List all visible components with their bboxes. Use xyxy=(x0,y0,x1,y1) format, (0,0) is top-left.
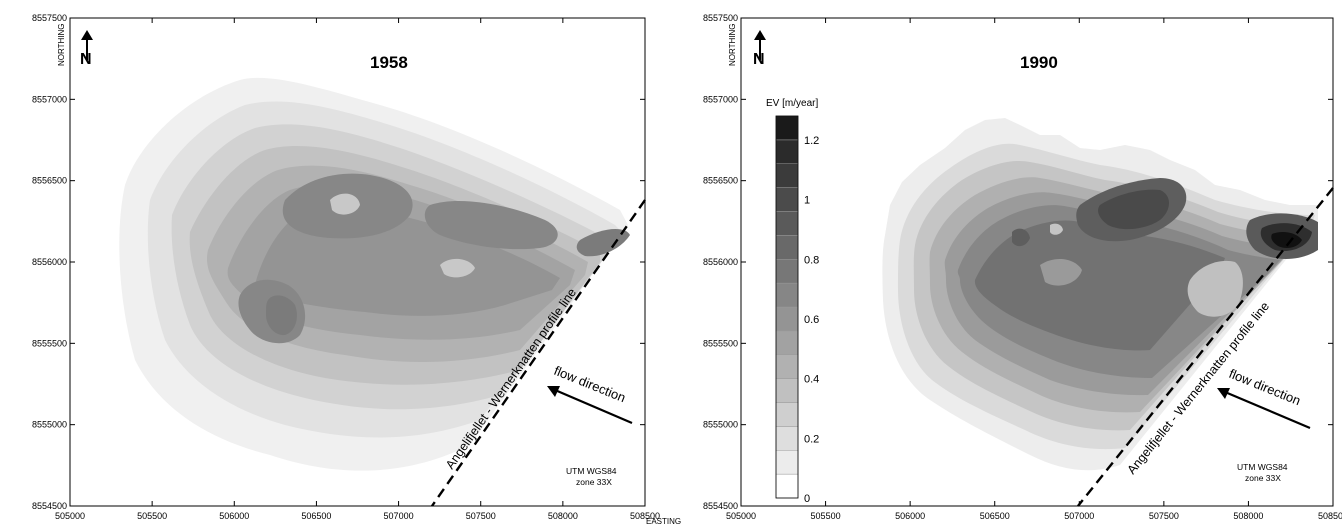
legend-swatch xyxy=(775,163,799,188)
legend-tick-label: 1 xyxy=(804,195,810,207)
x-tick-label: 507500 xyxy=(1149,511,1179,521)
y-tick-label: 8554500 xyxy=(32,501,67,511)
y-axis-1990: 8557500 8557000 8556500 8556000 8555500 85550… xyxy=(703,13,1333,511)
x-tick-label: 508500 xyxy=(630,511,660,521)
contour-band xyxy=(1050,223,1063,235)
x-tick-label: 505500 xyxy=(137,511,167,521)
y-tick-label: 8555000 xyxy=(32,420,67,430)
velocity-contours-1958 xyxy=(119,77,630,471)
north-arrow-icon: N xyxy=(80,30,93,68)
flow-arrow xyxy=(554,388,633,425)
contour-band xyxy=(1271,232,1302,248)
y-axis-1958: 8557500 8557000 8556500 8556000 8555500 85550… xyxy=(32,13,645,511)
x-tick-label: 505000 xyxy=(55,511,85,521)
y-tick-label: 8555000 xyxy=(703,420,738,430)
y-tick-label: 8556000 xyxy=(32,257,67,267)
x-axis-1958: 505000 505500 506000 506500 507000 507500 5080… xyxy=(55,18,660,521)
legend-swatch xyxy=(775,306,799,332)
crs-label-line2: zone 33X xyxy=(576,477,612,487)
y-tick-label: 8557500 xyxy=(703,13,738,23)
svg-text:N: N xyxy=(753,51,765,68)
x-tick-label: 507000 xyxy=(384,511,414,521)
x-tick-label: 508000 xyxy=(548,511,578,521)
northing-label: NORTHING xyxy=(728,23,737,66)
contour-band xyxy=(974,220,1225,351)
legend-swatch xyxy=(775,378,799,403)
legend-tick-label: 0.8 xyxy=(804,254,819,266)
easting-label: EASTING xyxy=(646,517,681,526)
contour-band xyxy=(1040,258,1082,286)
velocity-contours-1990 xyxy=(882,118,1318,471)
contour-band xyxy=(576,228,630,257)
legend-tick-label: 0 xyxy=(804,493,810,505)
y-tick-label: 8556000 xyxy=(703,257,738,267)
y-tick-label: 8555500 xyxy=(32,338,67,348)
legend-swatch xyxy=(775,211,799,236)
legend-swatch xyxy=(775,473,799,499)
contour-band xyxy=(266,295,297,336)
map-1990: 8557500 8557000 8556500 8556000 8555500 85550… xyxy=(703,13,1342,521)
y-tick-label: 8556500 xyxy=(32,176,67,186)
legend-title: EV [m/year] xyxy=(766,98,818,109)
north-arrow-icon: N xyxy=(753,30,766,68)
contour-band xyxy=(1012,228,1030,247)
northing-label: NORTHING xyxy=(57,23,66,66)
legend-swatch xyxy=(775,354,799,379)
legend-swatch xyxy=(775,235,799,260)
svg-text:N: N xyxy=(80,51,92,68)
contour-band xyxy=(1098,189,1169,230)
contour-band xyxy=(424,200,558,250)
color-legend: EV [m/year] 0 0.2 0.4 0.6 0.8 1 1.2 xyxy=(766,98,819,505)
flow-direction-label: flow direction xyxy=(552,363,628,405)
crs-label-line2: zone 33X xyxy=(1245,473,1281,483)
y-tick-label: 8555500 xyxy=(703,338,738,348)
x-tick-label: 508000 xyxy=(1233,511,1263,521)
contour-band xyxy=(440,258,475,278)
contour-band xyxy=(1187,260,1243,317)
x-tick-label: 507000 xyxy=(1064,511,1094,521)
map-1958: 8557500 8557000 8556500 8556000 8555500 85550… xyxy=(32,13,660,521)
legend-swatch xyxy=(775,450,799,475)
y-tick-label: 8557500 xyxy=(32,13,67,23)
crs-label-line1: UTM WGS84 xyxy=(566,466,617,476)
legend-tick-label: 1.2 xyxy=(804,135,819,147)
x-axis-1990: 505000 505500 506000 506500 507000 507500 5080… xyxy=(726,18,1342,521)
flow-arrow-head-icon xyxy=(547,386,560,397)
x-tick-label: 506000 xyxy=(219,511,249,521)
x-tick-label: 507500 xyxy=(466,511,496,521)
x-tick-label: 506000 xyxy=(895,511,925,521)
flow-direction-label: flow direction xyxy=(1227,366,1303,408)
legend-swatch xyxy=(775,402,799,427)
y-tick-label: 8554500 xyxy=(703,501,738,511)
x-tick-label: 506500 xyxy=(301,511,331,521)
x-tick-label: 508500 xyxy=(1318,511,1342,521)
profile-line xyxy=(431,199,646,507)
legend-swatch xyxy=(775,187,799,212)
x-tick-label: 506500 xyxy=(980,511,1010,521)
legend-tick-label: 0.2 xyxy=(804,433,819,445)
crs-label-line1: UTM WGS84 xyxy=(1237,462,1288,472)
contour-band xyxy=(330,193,360,215)
legend-swatch xyxy=(775,115,799,141)
map-year-title: 1990 xyxy=(1020,53,1058,72)
profile-line xyxy=(1077,187,1334,507)
flow-arrow xyxy=(1224,390,1311,430)
legend-swatch xyxy=(775,259,799,284)
legend-swatch xyxy=(775,282,799,308)
legend-swatch xyxy=(775,330,799,355)
legend-swatch xyxy=(775,139,799,164)
x-tick-label: 505500 xyxy=(811,511,841,521)
x-tick-label: 505000 xyxy=(726,511,756,521)
legend-swatch xyxy=(775,426,799,451)
y-tick-label: 8556500 xyxy=(703,176,738,186)
legend-tick-label: 0.4 xyxy=(804,374,819,386)
legend-frame xyxy=(775,115,799,499)
y-tick-label: 8557000 xyxy=(32,94,67,104)
map-year-title: 1958 xyxy=(370,53,408,72)
flow-arrow-head-icon xyxy=(1217,388,1230,399)
y-tick-label: 8557000 xyxy=(703,94,738,104)
legend-tick-label: 0.6 xyxy=(804,314,819,326)
